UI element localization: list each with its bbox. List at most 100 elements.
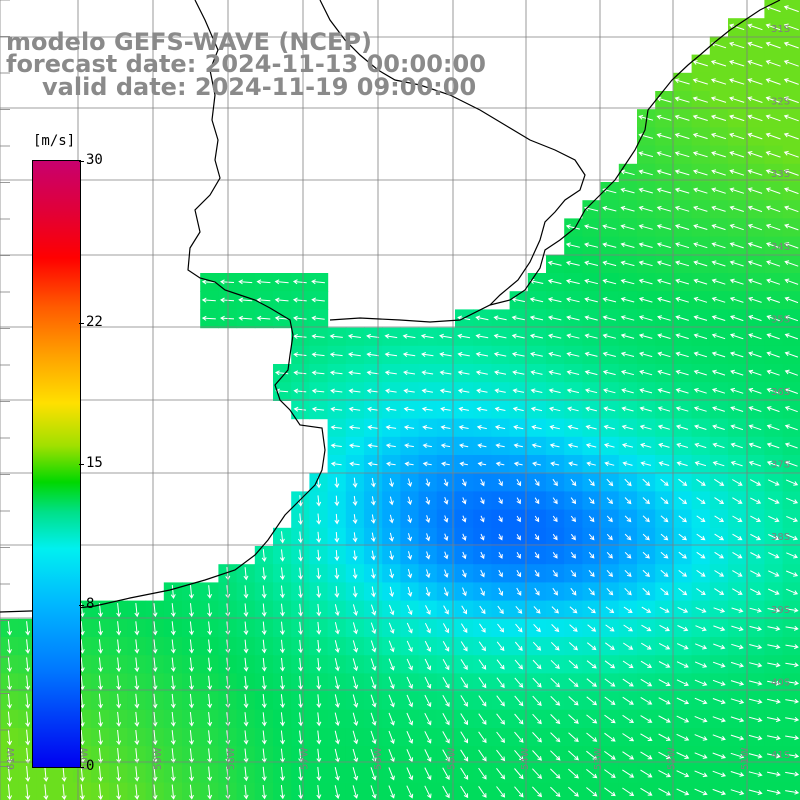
wind-arrow — [747, 132, 763, 140]
wind-arrow — [584, 388, 598, 394]
wind-arrow — [406, 712, 414, 726]
wind-arrow — [534, 515, 540, 523]
wind-arrow — [675, 406, 689, 412]
wind-arrow — [134, 657, 140, 673]
wind-arrow — [604, 660, 616, 669]
wind-arrow — [729, 278, 744, 285]
wind-arrow — [6, 729, 13, 746]
wind-arrow — [311, 388, 325, 394]
wind-arrow — [7, 639, 12, 654]
wind-arrow — [334, 586, 340, 598]
wind-arrow — [43, 784, 49, 800]
wind-arrow — [98, 748, 103, 764]
wind-arrow — [316, 495, 322, 507]
wind-arrow — [786, 515, 798, 523]
wind-arrow — [461, 551, 467, 560]
wind-arrow — [729, 315, 744, 322]
wind-arrow — [765, 114, 781, 122]
wind-arrow — [443, 478, 449, 487]
wind-arrow — [403, 388, 415, 394]
wind-arrow — [767, 607, 781, 613]
wind-arrow — [461, 605, 467, 615]
wind-arrow — [279, 549, 285, 562]
wind-arrow — [767, 497, 780, 504]
wind-arrow — [551, 606, 559, 614]
wind-arrow — [767, 479, 780, 486]
wind-arrow — [425, 478, 431, 487]
wind-arrow — [170, 621, 176, 636]
colorbar-tick-label: 0 — [86, 758, 95, 774]
wind-arrow — [352, 640, 359, 653]
wind-arrow — [766, 698, 781, 704]
wind-arrow — [675, 296, 689, 303]
wind-arrow — [547, 278, 562, 285]
wind-arrow — [547, 297, 562, 303]
wind-arrow — [480, 515, 485, 523]
wind-arrow — [513, 461, 523, 467]
wind-arrow — [316, 567, 322, 580]
wind-arrow — [622, 660, 634, 669]
wind-arrow — [766, 333, 780, 340]
wind-arrow — [494, 370, 507, 376]
wind-arrow — [784, 460, 798, 467]
wind-arrow — [747, 151, 763, 158]
wind-arrow — [406, 676, 413, 689]
wind-arrow — [261, 730, 267, 745]
wind-arrow — [496, 786, 506, 798]
wind-arrow — [352, 495, 358, 506]
wind-arrow — [620, 187, 635, 194]
wind-arrow — [584, 224, 599, 230]
wind-arrow — [366, 388, 379, 394]
wind-arrow — [747, 41, 763, 49]
wind-arrow — [729, 114, 745, 122]
wind-arrow — [480, 478, 485, 487]
wind-arrow — [748, 406, 762, 412]
wind-arrow — [207, 766, 213, 782]
wind-arrow — [152, 784, 158, 800]
wind-arrow — [407, 586, 413, 597]
wind-arrow — [403, 370, 416, 376]
wind-arrow — [425, 605, 431, 615]
wind-arrow — [370, 730, 377, 745]
wind-arrow — [766, 260, 781, 267]
wind-arrow — [660, 497, 669, 505]
wind-arrow — [749, 625, 763, 632]
wind-arrow — [189, 657, 194, 672]
wind-arrow — [349, 443, 360, 449]
longitude-label: 60W — [79, 747, 90, 770]
wind-arrow — [256, 297, 271, 303]
wind-arrow — [584, 278, 599, 285]
wind-arrow — [407, 568, 413, 579]
wind-arrow — [388, 694, 395, 708]
wind-arrow — [658, 442, 670, 448]
wind-arrow — [279, 657, 285, 672]
wind-arrow — [656, 169, 672, 176]
wind-arrow — [439, 352, 452, 357]
wind-arrow — [657, 351, 671, 358]
wind-arrow — [767, 662, 781, 668]
wind-arrow — [442, 623, 449, 634]
wind-arrow — [425, 551, 431, 560]
wind-arrow — [766, 406, 780, 413]
wind-arrow — [443, 551, 449, 560]
wind-arrow — [458, 425, 469, 430]
wind-arrow — [79, 639, 85, 654]
wind-arrow — [570, 478, 577, 487]
wind-arrow — [388, 640, 395, 653]
wind-arrow — [514, 749, 524, 762]
wind-arrow — [747, 96, 763, 103]
wind-arrow — [311, 297, 325, 303]
wind-arrow — [566, 370, 580, 375]
wind-arrow — [584, 351, 598, 357]
wind-arrow — [388, 676, 395, 690]
wind-arrow — [478, 695, 487, 707]
wind-arrow — [238, 279, 253, 285]
wind-arrow — [25, 729, 31, 746]
wind-arrow — [496, 695, 505, 707]
wind-arrow — [620, 242, 635, 248]
wind-arrow — [783, 150, 799, 158]
model-title: modelo GEFS-WAVE (NCEP) — [6, 28, 372, 56]
wind-arrow — [516, 515, 521, 523]
wind-arrow — [293, 315, 307, 321]
